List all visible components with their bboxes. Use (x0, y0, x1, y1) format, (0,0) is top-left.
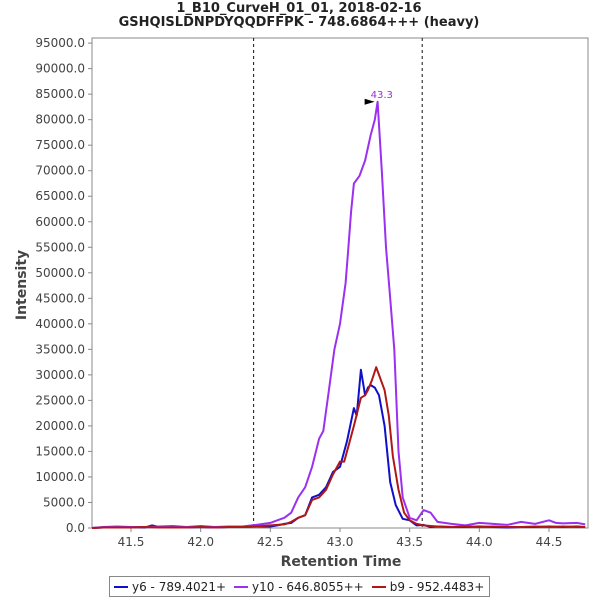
y-tick-label: 0.0 (66, 521, 85, 535)
legend-item: b9 - 952.4483+ (371, 579, 485, 594)
peak-annotation-label: 43.3 (371, 90, 393, 101)
y-tick-label: 50000.0 (35, 266, 85, 280)
y-tick-label: 30000.0 (35, 368, 85, 382)
x-axis: 41.5 42.0 42.5 43.0 43.5 44.0 44.5 (118, 528, 563, 549)
legend-label: b9 - 952.4483+ (389, 579, 485, 594)
x-tick-label: 44.5 (536, 535, 563, 549)
chart-legend: y6 - 789.4021+ y10 - 646.8055++ b9 - 952.4… (109, 576, 490, 597)
y-tick-label: 15000.0 (35, 444, 85, 458)
y-axis-label: Intensity (14, 250, 30, 320)
y-tick-label: 10000.0 (35, 470, 85, 484)
x-tick-label: 43.5 (396, 535, 423, 549)
legend-swatch (371, 585, 386, 588)
y-tick-label: 35000.0 (35, 342, 85, 356)
y-tick-label: 40000.0 (35, 317, 85, 331)
x-tick-label: 44.0 (466, 535, 493, 549)
y-tick-label: 65000.0 (35, 189, 85, 203)
legend-label: y6 - 789.4021+ (132, 579, 227, 594)
x-axis-label: Retention Time (281, 554, 402, 570)
y-tick-label: 70000.0 (35, 164, 85, 178)
legend-label: y10 - 646.8055++ (252, 579, 364, 594)
y-tick-label: 5000.0 (43, 495, 85, 509)
x-tick-label: 42.5 (257, 535, 284, 549)
legend-swatch (114, 585, 128, 588)
y-tick-label: 55000.0 (35, 240, 85, 254)
y-tick-label: 45000.0 (35, 291, 85, 305)
y-tick-label: 90000.0 (35, 62, 85, 76)
y-tick-label: 95000.0 (35, 36, 85, 50)
peak-boundary-lines (253, 38, 423, 528)
x-tick-label: 41.5 (118, 535, 145, 549)
plot-area (91, 37, 589, 529)
y-tick-label: 75000.0 (35, 138, 85, 152)
legend-item: y10 - 646.8055++ (234, 580, 364, 594)
y-tick-label: 20000.0 (35, 419, 85, 433)
series-line-2 (91, 366, 586, 529)
chart-subtitle: GSHQISLDNPDYQQDFFPK - 748.6864+++ (heavy… (119, 15, 480, 30)
legend-swatch (234, 585, 249, 588)
series-group (91, 100, 586, 529)
y-tick-label: 25000.0 (35, 393, 85, 407)
peak-annotation: 43.3 (364, 90, 393, 105)
chart-title: 1_B10_CurveH_01_01, 2018-02-16 (176, 1, 421, 16)
legend-item: y6 - 789.4021+ (114, 580, 226, 594)
y-axis: 0.0 5000.0 10000.0 15000.0 20000.0 25000.0 300… (35, 36, 92, 535)
x-tick-label: 42.0 (187, 535, 214, 549)
y-tick-label: 60000.0 (35, 215, 85, 229)
y-tick-label: 85000.0 (35, 87, 85, 101)
peak-marker-icon (364, 98, 375, 105)
x-tick-label: 43.0 (327, 535, 354, 549)
y-tick-label: 80000.0 (35, 113, 85, 127)
